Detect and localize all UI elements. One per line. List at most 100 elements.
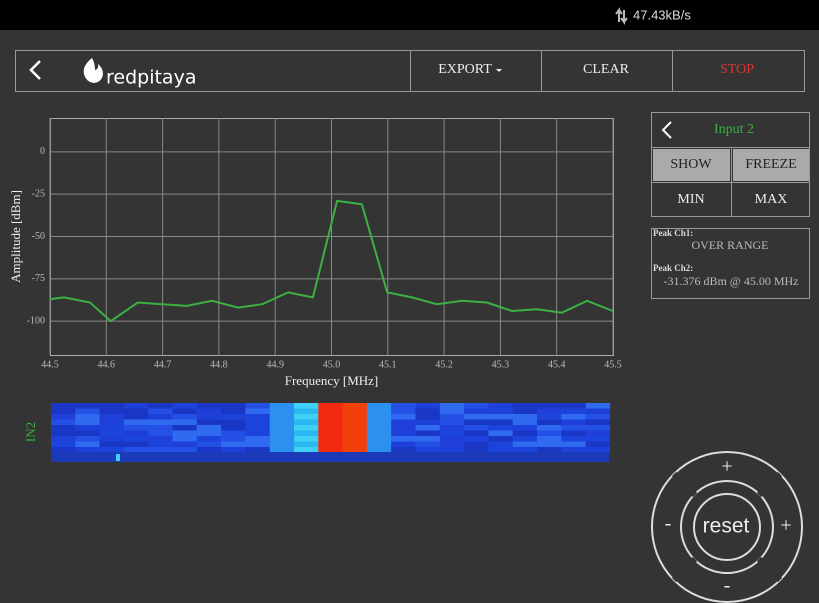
waterfall-cell <box>366 403 392 409</box>
waterfall-cell <box>391 403 416 409</box>
waterfall-cell <box>391 408 416 415</box>
waterfall-cell <box>196 441 222 448</box>
waterfall-cell <box>318 441 343 448</box>
waterfall-cell <box>366 419 392 426</box>
x-tick-label: 45.1 <box>379 359 397 370</box>
waterfall-cell <box>172 441 197 448</box>
spectrum-chart: 0 -25 -50 -75 -100 44.5 44.6 44.7 44.8 44.9 45.0 45… <box>8 118 622 388</box>
waterfall-cell <box>318 403 343 409</box>
waterfall-cell <box>123 436 149 442</box>
waterfall-cell <box>294 425 319 431</box>
waterfall-cell <box>75 403 100 409</box>
waterfall-cell <box>488 403 513 409</box>
joystick-down[interactable]: - <box>724 575 731 597</box>
waterfall-cell <box>99 441 125 448</box>
waterfall-cell <box>512 419 538 426</box>
back-button[interactable] <box>29 60 41 80</box>
x-tick-label: 45.5 <box>604 359 622 370</box>
reset-circle[interactable] <box>693 493 761 561</box>
waterfall-cell <box>294 436 319 442</box>
waterfall-cell <box>415 441 440 448</box>
waterfall-cell <box>123 414 149 420</box>
waterfall-cell <box>221 403 246 409</box>
freeze-bg <box>733 149 809 181</box>
waterfall-cell <box>585 430 611 437</box>
waterfall-cell <box>196 408 222 415</box>
export-button[interactable]: EXPORT <box>438 62 492 77</box>
waterfall-cell <box>196 430 222 437</box>
waterfall-cell <box>148 414 173 420</box>
waterfall-cell <box>415 425 440 431</box>
peak-box <box>651 228 810 299</box>
gap <box>756 556 783 583</box>
min-button[interactable]: MIN <box>677 192 704 207</box>
waterfall-cell <box>585 408 611 415</box>
waterfall-cell <box>561 419 586 426</box>
waterfall-cell <box>245 436 270 442</box>
joystick-right[interactable]: + <box>780 515 791 537</box>
waterfall-cell <box>318 436 343 442</box>
y-tick-label: 0 <box>40 146 45 157</box>
reset-button[interactable]: reset <box>703 515 750 538</box>
waterfall-cell <box>123 447 149 453</box>
spectrum-line <box>49 199 614 323</box>
waterfall-cell <box>318 430 343 437</box>
waterfall-cell <box>269 414 295 420</box>
waterfall-cell <box>561 436 586 442</box>
joystick <box>651 451 803 603</box>
waterfall-cell <box>391 430 416 437</box>
waterfall-cell <box>148 436 173 442</box>
waterfall-cell <box>123 408 149 415</box>
waterfall-cell <box>415 408 440 415</box>
joystick-up[interactable]: + <box>721 456 732 478</box>
clear-button[interactable]: CLEAR <box>583 62 630 77</box>
peak-ch2-value: -31.376 dBm @ 45.00 MHz <box>663 274 798 288</box>
show-button[interactable]: SHOW <box>670 157 712 172</box>
waterfall-cell <box>537 436 562 442</box>
waterfall-cell <box>537 408 562 415</box>
waterfall-cell <box>51 425 76 431</box>
input-box <box>651 112 810 217</box>
waterfall-cell <box>245 447 270 453</box>
waterfall-cell <box>99 430 125 437</box>
waterfall-cell <box>537 441 562 448</box>
show-bg <box>653 149 730 181</box>
waterfall-cell <box>585 436 611 442</box>
waterfall-cell <box>391 425 416 431</box>
waterfall-cell <box>488 414 513 420</box>
freeze-button[interactable]: FREEZE <box>745 157 796 172</box>
waterfall-cell <box>391 436 416 442</box>
waterfall-cell <box>75 414 100 420</box>
waterfall-cell <box>342 408 368 415</box>
y-tick-label: -25 <box>32 188 45 199</box>
joystick-left[interactable]: - <box>665 513 672 535</box>
waterfall-cell <box>172 408 197 415</box>
waterfall-cell <box>51 419 76 426</box>
waterfall-cell <box>464 414 489 420</box>
x-tick-label: 45.4 <box>548 359 566 370</box>
waterfall-cell <box>415 436 440 442</box>
waterfall-cell <box>537 430 562 437</box>
peak-ch2-label: Peak Ch2: <box>653 263 693 273</box>
waterfall-cell <box>123 425 149 431</box>
max-button[interactable]: MAX <box>755 192 788 207</box>
waterfall-cell <box>366 436 392 442</box>
waterfall-cell <box>512 403 538 409</box>
waterfall-label: IN2 <box>23 422 38 442</box>
waterfall-cell <box>366 425 392 431</box>
waterfall-cell <box>415 430 440 437</box>
waterfall-cell <box>342 436 368 442</box>
waterfall-cell <box>148 408 173 415</box>
waterfall-cell <box>488 419 513 426</box>
waterfall-cell <box>439 441 465 448</box>
waterfall-cell <box>391 414 416 420</box>
stop-button[interactable]: STOP <box>720 62 754 77</box>
waterfall-cell <box>148 425 173 431</box>
waterfall-cell <box>294 441 319 448</box>
waterfall-cell <box>99 403 125 409</box>
logo: redpitaya <box>106 67 196 89</box>
waterfall-cell <box>342 447 368 453</box>
waterfall-cell <box>464 419 489 426</box>
panel-back[interactable] <box>661 121 672 139</box>
